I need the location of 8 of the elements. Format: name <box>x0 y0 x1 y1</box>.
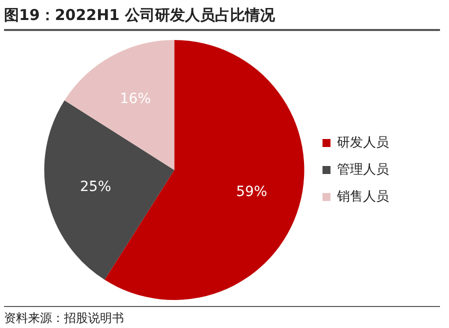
chart-title: 图19：2022H1 公司研发人员占比情况 <box>4 6 440 31</box>
data-label: 16% <box>120 91 151 108</box>
legend-label: 销售人员 <box>336 189 389 204</box>
legend-label: 研发人员 <box>337 135 389 150</box>
legend-label: 管理人员 <box>337 162 389 178</box>
data-label: 59% <box>236 184 268 200</box>
data-label: 25% <box>80 179 112 196</box>
text: 资料来源：招股说明书 <box>4 306 440 327</box>
